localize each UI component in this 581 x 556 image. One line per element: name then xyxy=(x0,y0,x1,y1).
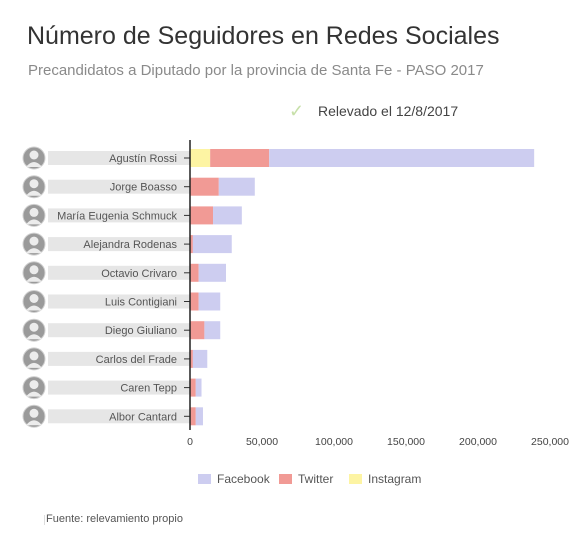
bar-twitter xyxy=(190,321,205,340)
bar-twitter xyxy=(190,378,196,397)
bar-twitter xyxy=(190,206,214,225)
x-tick-label: 50,000 xyxy=(246,436,278,448)
avatar-head xyxy=(29,408,39,418)
category-label: Alejandra Rodenas xyxy=(83,239,177,251)
legend-item-facebook: Facebook xyxy=(198,472,270,486)
bar-chart: Agustín Rossi Jorge Boasso María Eugenia S… xyxy=(22,140,569,448)
label-band xyxy=(48,151,190,165)
category-label: Agustín Rossi xyxy=(109,153,177,165)
bar-twitter xyxy=(190,235,193,254)
category-label: María Eugenia Schmuck xyxy=(57,210,177,222)
bar-facebook xyxy=(198,263,226,282)
avatar-head xyxy=(29,294,39,303)
legend-item-twitter: Twitter xyxy=(279,472,333,486)
bar-facebook xyxy=(192,349,208,368)
x-tick-label: 250,000 xyxy=(531,436,569,448)
check-icon: ✓ xyxy=(289,101,305,121)
avatar-head xyxy=(29,322,39,332)
label-band xyxy=(48,323,190,338)
avatar-head xyxy=(29,380,39,390)
bar-facebook xyxy=(269,149,535,167)
legend-item-instagram: Instagram xyxy=(349,472,421,486)
label-band xyxy=(48,237,190,252)
bar-facebook xyxy=(218,177,255,196)
category-label: Luis Contigiani xyxy=(105,297,177,309)
category-label: Octavio Crivaro xyxy=(101,268,177,280)
category-label: Albor Cantard xyxy=(109,411,177,423)
label-band xyxy=(48,380,190,395)
label-band xyxy=(48,208,190,223)
avatar-body xyxy=(26,190,42,196)
label-band xyxy=(48,179,190,194)
bar-twitter xyxy=(190,263,199,282)
avatar-body xyxy=(26,219,42,225)
category-label: Carlos del Frade xyxy=(96,354,177,366)
bar-twitter xyxy=(190,292,199,311)
avatar-head xyxy=(29,207,39,217)
bar-facebook xyxy=(192,235,232,254)
label-band xyxy=(48,265,190,280)
chart-subtitle: Precandidatos a Diputado por la provinci… xyxy=(28,62,484,79)
label-band xyxy=(48,351,190,366)
avatar-body xyxy=(26,420,42,426)
avatar-head xyxy=(29,265,39,275)
chart-title: Número de Seguidores en Redes Sociales xyxy=(27,22,500,50)
avatar-head xyxy=(29,236,39,246)
category-label: Jorge Boasso xyxy=(110,182,177,194)
x-tick-label: 0 xyxy=(187,436,193,448)
legend-label-instagram: Instagram xyxy=(368,472,422,486)
avatar-body xyxy=(26,276,42,282)
twitter-swatch xyxy=(279,474,292,484)
avatar-body xyxy=(26,248,42,254)
bar-facebook xyxy=(198,292,221,311)
avatar-body xyxy=(26,391,42,397)
source-note: Fuente: relevamiento propio xyxy=(46,513,183,525)
bar-twitter xyxy=(210,149,270,167)
x-tick-label: 100,000 xyxy=(315,436,353,448)
bar-facebook xyxy=(204,321,221,340)
bar-twitter xyxy=(190,407,196,426)
label-band xyxy=(48,409,190,424)
legend: Facebook Twitter Instagram xyxy=(0,472,581,492)
x-tick-label: 200,000 xyxy=(459,436,497,448)
legend-label-twitter: Twitter xyxy=(298,472,334,486)
avatar-body xyxy=(26,305,42,311)
instagram-swatch xyxy=(349,474,362,484)
facebook-swatch xyxy=(198,474,211,484)
survey-date-note: Relevado el 12/8/2017 xyxy=(318,103,459,119)
bar-facebook xyxy=(213,206,242,225)
bar-instagram xyxy=(190,149,211,167)
x-tick-label: 150,000 xyxy=(387,436,425,448)
bar-facebook xyxy=(195,378,202,397)
avatar-head xyxy=(29,351,39,361)
avatar-body xyxy=(26,362,42,368)
source-divider xyxy=(44,515,45,525)
legend-label-facebook: Facebook xyxy=(217,472,270,486)
bar-twitter xyxy=(190,349,193,368)
avatar-head xyxy=(29,179,39,189)
bar-twitter xyxy=(190,177,219,196)
bar-facebook xyxy=(195,407,203,426)
avatar-body xyxy=(26,162,42,167)
avatar-body xyxy=(26,334,42,340)
category-label: Diego Giuliano xyxy=(105,325,177,337)
avatar-head xyxy=(29,150,39,160)
label-band xyxy=(48,294,190,309)
category-label: Caren Tepp xyxy=(120,383,177,395)
